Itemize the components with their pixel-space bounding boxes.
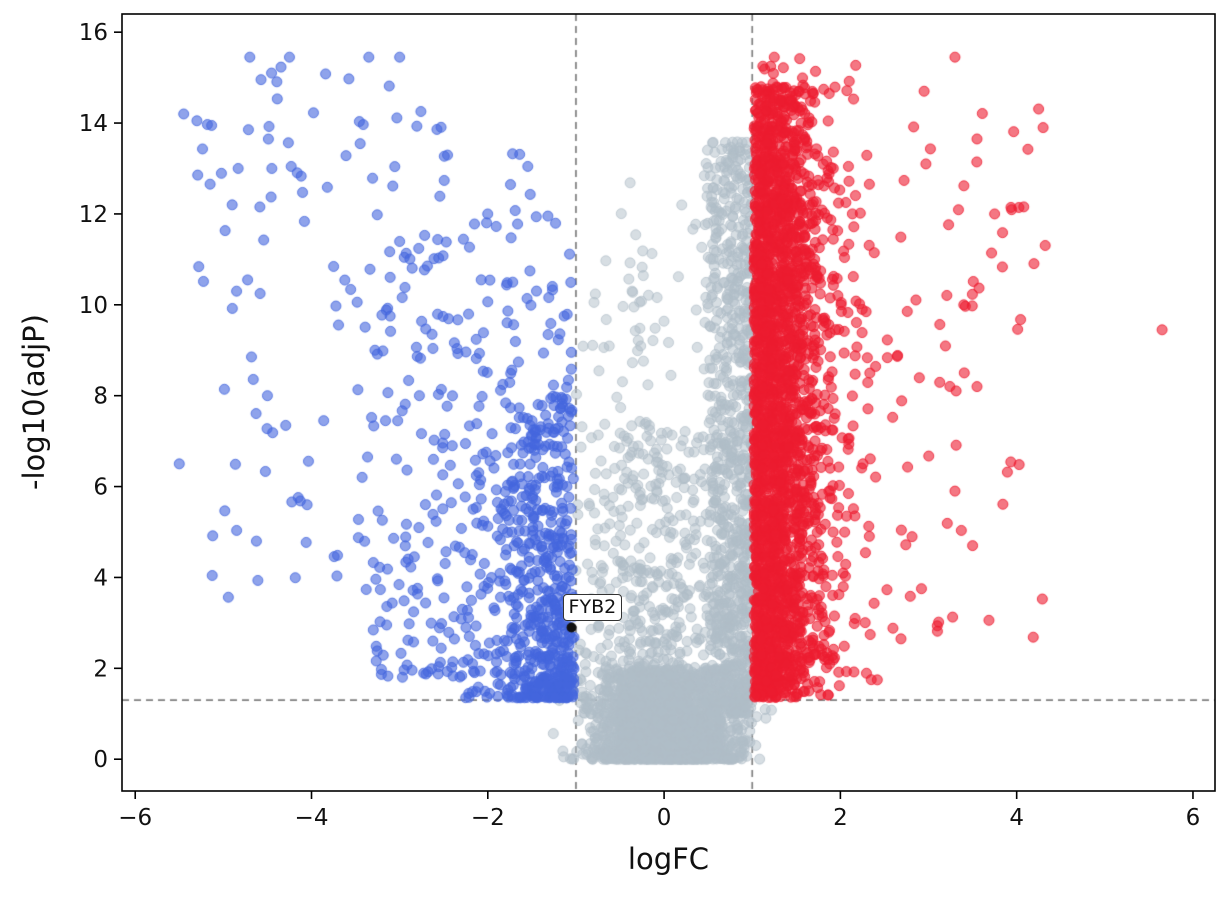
x-axis-label: logFC [627,842,710,876]
gene-annotation: FYB2 [562,594,623,622]
y-axis-label: -log10(adjP) [17,314,51,490]
